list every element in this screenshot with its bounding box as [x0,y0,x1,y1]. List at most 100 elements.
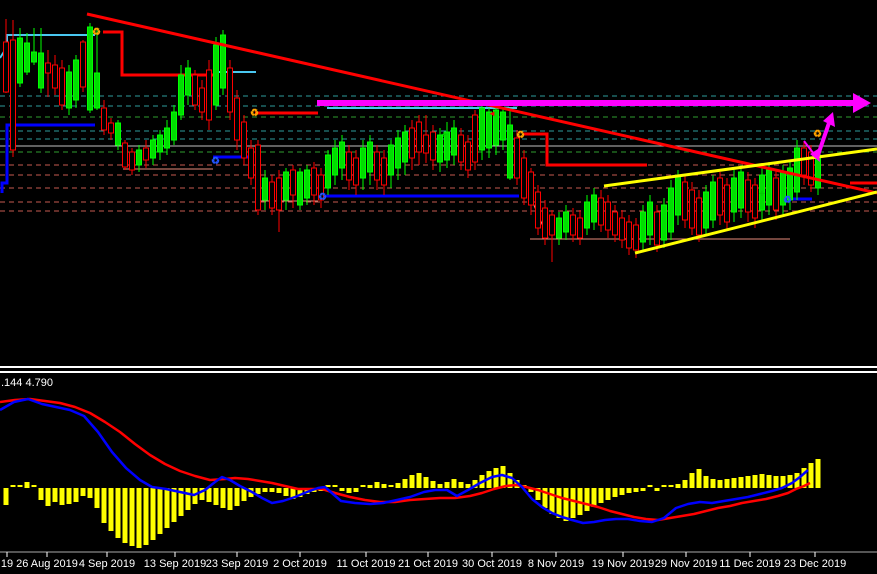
histogram-bar [269,488,275,492]
plus-icon: + [759,189,765,200]
histogram-bar [766,475,772,488]
candle-body [87,26,93,111]
candle-body [752,184,758,219]
candle-body [528,171,534,206]
signal-line [0,397,811,522]
histogram-bar [437,484,443,488]
histogram-bar [416,473,422,488]
candle-body [710,181,716,221]
time-axis-label: 19 [0,558,14,570]
candle-body [703,191,709,229]
histogram-bar [773,476,779,488]
candle-body [59,67,65,106]
candle-body [66,71,72,109]
histogram-bar [388,485,394,487]
candle-body [472,114,478,163]
histogram-bar [409,475,415,488]
candle-body [591,194,597,223]
candle-body [731,177,737,213]
histogram-bar [500,466,506,488]
histogram-bar [745,476,751,488]
histogram-bar [507,473,513,488]
candle-body [220,34,226,89]
candle-body [283,171,289,201]
histogram-bar [290,488,296,499]
candle-body [535,191,541,229]
histogram-bar [465,484,471,488]
candle-body [402,131,408,163]
histogram-bar [199,488,205,500]
candle-body [661,204,667,241]
candle-body [612,211,618,236]
candle-body [444,131,450,161]
histogram-bar [633,488,639,492]
candle-body [304,169,310,199]
histogram-bar [549,488,555,514]
chart-marker-icons-layer: ♻ ♻ ♻ ♻ ♻ ♻ ♻ ◄ + + [92,27,822,206]
candle-body [675,174,681,216]
histogram-bar [423,477,429,488]
time-axis-label: 23 Sep 2019 [205,558,269,570]
candle-body [626,221,632,249]
candle-body [318,174,324,201]
histogram-bar [703,476,709,488]
arrows-layer [317,93,871,162]
histogram-bar [101,488,107,523]
histogram-bar [801,468,807,488]
histogram-bar [3,488,9,505]
red-step-1 [103,30,213,77]
histogram-bar [717,480,723,488]
histogram-bar [570,488,576,518]
histogram-bar [556,488,562,518]
histogram-bar [815,459,821,488]
histogram-bar [17,485,23,487]
time-axis[interactable]: 19 26 Aug 2019 4 Sep 2019 13 Sep 2019 23 Sep… [0,552,877,574]
histogram-bar [444,482,450,488]
candle-body [745,179,751,213]
histogram-bar [367,485,373,488]
histogram-bar [612,488,618,497]
candle-body [248,147,254,179]
histogram-bar [381,484,387,488]
candle-body [486,111,492,149]
candle-body [500,111,506,141]
histogram-bar [136,488,142,548]
histogram-bar [24,482,30,488]
histogram-bar [661,485,667,487]
candles-layer [3,19,821,262]
time-axis-label: 29 Nov 2019 [654,558,718,570]
candle-body [24,42,30,73]
histogram-bar [682,480,688,488]
histogram-bar [143,488,149,545]
histogram-bar [759,474,765,488]
histogram-bar [675,484,681,488]
histogram-bar [122,488,128,543]
histogram-bar [185,488,191,510]
candle-body [311,167,317,196]
candle-body [199,87,205,113]
candle-body [262,177,268,201]
candle-body [563,211,569,233]
histogram-bar [220,488,226,508]
histogram-bar [640,488,646,491]
time-axis-label: 11 Dec 2019 [719,558,781,570]
candle-body [654,211,660,246]
histogram-bar [129,488,135,546]
candle-body [31,51,37,63]
candle-body [115,122,121,146]
candle-body [577,217,583,239]
histogram-bar [283,488,289,496]
histogram-bar [206,488,212,502]
histogram-bar [395,483,401,488]
candle-body [724,184,730,223]
candle-body [689,189,695,229]
candle-body [808,151,814,186]
candle-body [717,177,723,216]
candle-body [787,167,793,201]
histogram-bar [332,485,338,487]
histogram-bar [619,488,625,495]
lower-yellow-channel-line [634,190,877,255]
candle-body [234,97,240,141]
